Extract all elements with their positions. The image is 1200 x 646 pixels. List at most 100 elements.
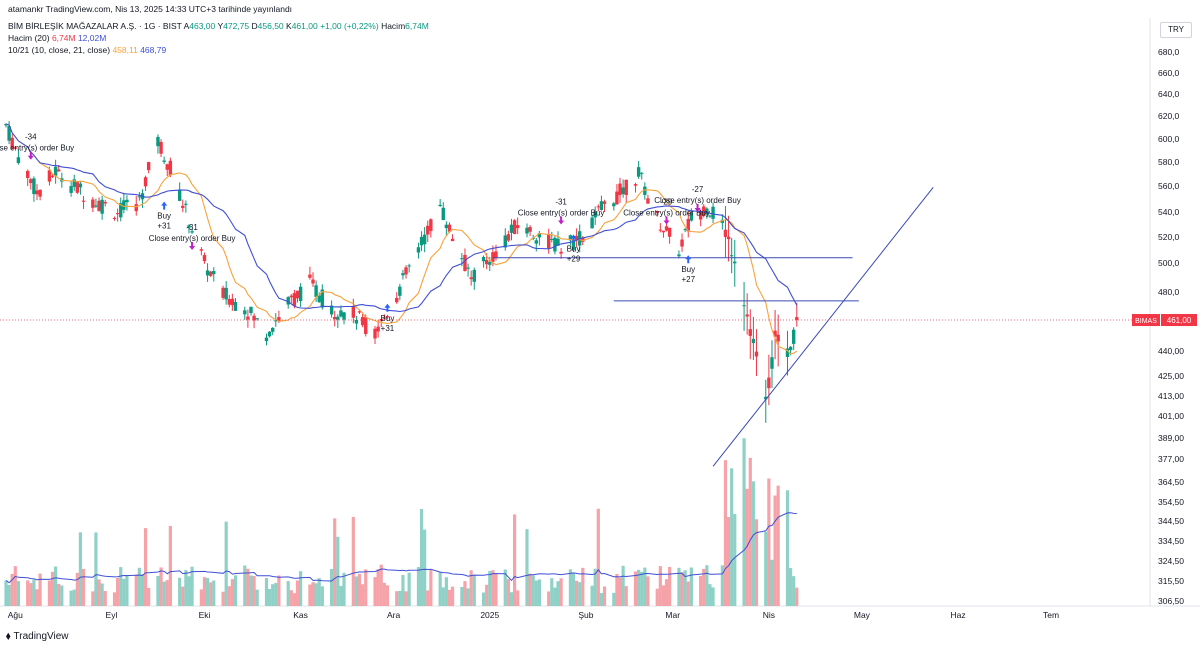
candle-body: [308, 274, 312, 278]
x-tick-label: Şub: [578, 610, 593, 620]
candle-body: [4, 124, 8, 126]
volume-bar: [373, 577, 377, 606]
volume-bar: [91, 591, 95, 606]
y-tick-label: 680,0: [1158, 47, 1180, 57]
ma-fast-line: [5, 123, 798, 355]
volume-bar: [116, 577, 120, 606]
x-tick-label: Nis: [763, 610, 775, 620]
last-price-tag-bg: [1161, 314, 1197, 327]
volume-bar: [568, 569, 573, 606]
volume-bar: [578, 582, 582, 606]
volume-bar: [333, 518, 337, 606]
candle-body: [295, 290, 300, 299]
volume-bar: [720, 565, 724, 606]
candle-body: [351, 305, 356, 318]
candle-body: [205, 270, 210, 276]
candle-body: [640, 172, 644, 174]
volume-bar: [230, 579, 234, 606]
volume-bar: [640, 571, 644, 606]
y-tick-label: 600,0: [1158, 134, 1180, 144]
candle-body: [773, 330, 777, 337]
volume-bar: [512, 514, 517, 606]
candle-body: [612, 203, 616, 207]
volume-bar: [379, 564, 383, 606]
candle-body: [447, 224, 452, 232]
candle-body: [581, 237, 585, 242]
volume-bar: [401, 574, 405, 606]
candle-body: [559, 251, 563, 254]
candle-body: [72, 179, 76, 187]
volume-bar: [776, 485, 780, 606]
ma-indicator-legend[interactable]: 10/21 (10, close, 21, close) 458,11 468,…: [8, 45, 166, 55]
volume-bar: [528, 573, 532, 606]
volume-bar: [7, 585, 11, 606]
volume-bar: [633, 571, 638, 606]
volume-bar: [547, 591, 551, 606]
volume-bar: [16, 581, 21, 606]
volume-bar: [103, 590, 107, 606]
candle-body: [748, 329, 752, 336]
candle-body: [546, 234, 551, 249]
volume-bar: [81, 568, 86, 606]
ohlc-close: K461,00: [286, 21, 318, 31]
volume-bar: [494, 572, 498, 606]
signal-label: Buy: [381, 314, 395, 323]
volume-bar: [438, 572, 442, 606]
volume-bar: [209, 582, 213, 606]
candle-body: [481, 256, 486, 262]
volume-bar: [336, 536, 340, 606]
symbol-title[interactable]: BİM BİRLEŞİK MAĞAZALAR A.Ş. · 1G · BIST: [8, 21, 182, 31]
volume-bar: [723, 460, 728, 606]
volume-bar: [314, 583, 318, 606]
candle-body: [667, 227, 672, 237]
last-price-tag: 461,00: [1167, 316, 1192, 325]
candle-body: [38, 189, 42, 197]
candle-body: [395, 297, 399, 303]
candle-body: [137, 196, 142, 198]
volume-bar: [429, 569, 433, 606]
signal-label: Close entry(s) order Buy: [0, 144, 74, 153]
signal-label: -34: [25, 133, 37, 142]
volume-bar: [575, 580, 579, 606]
y-tick-label: 377,00: [1158, 454, 1184, 464]
candle-body: [385, 316, 390, 318]
volume-bar: [754, 519, 759, 606]
candle-body: [404, 267, 408, 275]
volume-bar: [612, 592, 616, 606]
volume-bar: [311, 582, 315, 606]
candle-body: [134, 204, 138, 212]
candle-body: [450, 238, 455, 242]
volume-bar: [441, 587, 445, 606]
candle-body: [534, 240, 538, 244]
volume-bar: [708, 584, 712, 606]
volume-bar: [199, 589, 203, 606]
volume-bar: [509, 592, 514, 606]
volume-bar: [122, 578, 126, 606]
x-tick-label: Mar: [665, 610, 680, 620]
y-tick-label: 315,50: [1158, 576, 1184, 586]
candle-body: [770, 357, 774, 369]
volume-bar: [686, 581, 690, 606]
candle-body: [764, 396, 768, 400]
signal-label: Close entry(s) order Buy: [654, 196, 741, 205]
volume-bar: [599, 593, 604, 606]
volume-indicator-legend[interactable]: Hacim (20) 6,74M 12,02M: [8, 33, 106, 43]
volume-bar: [137, 567, 141, 606]
candle-body: [416, 247, 421, 253]
volume-bar: [382, 582, 386, 606]
ohlc-low: D456,50: [251, 21, 284, 31]
y-tick-label: 425,00: [1158, 371, 1184, 381]
volume-bar: [419, 509, 424, 606]
volume-bar: [795, 587, 799, 606]
volume-bar: [292, 593, 297, 606]
volume-bar: [711, 587, 715, 606]
ohlc-high: Y472,75: [217, 21, 250, 31]
candle-body: [376, 326, 380, 332]
volume-bar: [54, 566, 58, 606]
currency-button[interactable]: TRY: [1160, 22, 1192, 38]
volume-bar: [481, 592, 486, 606]
candle-body: [745, 314, 749, 317]
candle-body: [593, 211, 597, 218]
candle-body: [289, 295, 294, 298]
